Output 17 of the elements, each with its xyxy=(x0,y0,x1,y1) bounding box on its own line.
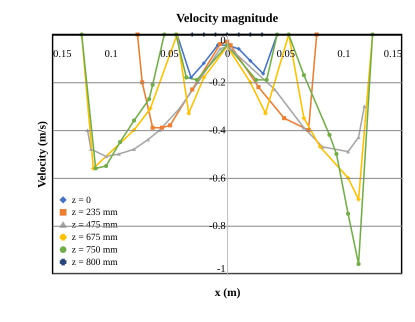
legend-label: z = 235 mm xyxy=(72,207,118,218)
legend-label: z = 800 mm xyxy=(72,256,118,268)
y-tick-label: -0.2 xyxy=(209,78,226,89)
chart-title: Velocity magnitude xyxy=(176,10,279,25)
x-tick-label: 0.1 xyxy=(337,48,350,60)
x-tick-label: 0.15 xyxy=(384,48,402,60)
x-axis-title: x (m) xyxy=(214,287,241,300)
legend-label: z = 675 mm xyxy=(72,232,118,244)
y-tick-label: -0.4 xyxy=(209,125,226,136)
x-tick-label: 0.15 xyxy=(53,48,72,60)
legend-label: z = 750 mm xyxy=(72,244,118,256)
x-tick-label: 0.1 xyxy=(104,48,118,60)
y-tick-label: -0.8 xyxy=(209,221,226,232)
y-tick-label: -0.6 xyxy=(209,173,226,184)
y-tick-label: -1 xyxy=(216,264,226,276)
y-axis-title: Velocity (m/s) xyxy=(36,120,48,188)
legend-label: z = 0 xyxy=(72,194,92,206)
